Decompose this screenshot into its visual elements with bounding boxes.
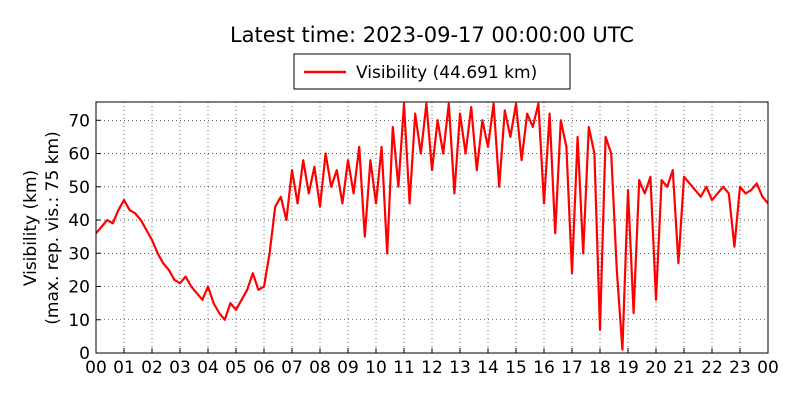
y-tick-label: 70 bbox=[68, 111, 90, 131]
x-tick-label: 01 bbox=[113, 358, 135, 378]
x-tick-label: 18 bbox=[589, 358, 611, 378]
y-axis-label: (max. rep. vis.: 75 km) bbox=[43, 131, 63, 324]
x-tick-label: 00 bbox=[85, 358, 107, 378]
series-line bbox=[95, 102, 769, 351]
x-tick-label: 09 bbox=[337, 358, 359, 378]
x-tick-label: 23 bbox=[729, 358, 751, 378]
x-tick-label: 15 bbox=[505, 358, 527, 378]
y-tick-label: 30 bbox=[68, 244, 90, 264]
x-tick-label: 22 bbox=[701, 358, 723, 378]
x-tick-label: 13 bbox=[449, 358, 471, 378]
y-tick-label: 60 bbox=[68, 145, 90, 165]
chart-title: Latest time: 2023-09-17 00:00:00 UTC bbox=[230, 23, 634, 47]
x-tick-label: 04 bbox=[197, 358, 219, 378]
plot-frame bbox=[95, 101, 769, 354]
x-tick-label: 03 bbox=[169, 358, 191, 378]
x-tick-label: 19 bbox=[617, 358, 639, 378]
y-tick-label: 10 bbox=[68, 311, 90, 331]
x-tick-label: 10 bbox=[365, 358, 387, 378]
x-tick-label: 07 bbox=[281, 358, 303, 378]
x-tick-label: 05 bbox=[225, 358, 247, 378]
y-tick-label: 0 bbox=[79, 344, 90, 364]
x-tick-label: 11 bbox=[393, 358, 415, 378]
x-tick-label: 06 bbox=[253, 358, 275, 378]
x-tick-label: 00 bbox=[757, 358, 779, 378]
x-tick-label: 14 bbox=[477, 358, 499, 378]
x-tick-label: 02 bbox=[141, 358, 163, 378]
legend: Visibility (44.691 km) bbox=[293, 53, 571, 90]
legend-label: Visibility (44.691 km) bbox=[356, 63, 537, 83]
x-tick-label: 08 bbox=[309, 358, 331, 378]
x-tick-label: 20 bbox=[645, 358, 667, 378]
x-tick-label: 12 bbox=[421, 358, 443, 378]
y-axis-label: Visibility (km) bbox=[21, 170, 41, 286]
grid bbox=[95, 102, 769, 354]
x-tick-label: 17 bbox=[561, 358, 583, 378]
y-tick-label: 20 bbox=[68, 278, 90, 298]
x-tick-label: 21 bbox=[673, 358, 695, 378]
plot bbox=[95, 102, 769, 351]
y-tick-label: 50 bbox=[68, 178, 90, 198]
y-tick-label: 40 bbox=[68, 211, 90, 231]
x-tick-label: 16 bbox=[533, 358, 555, 378]
